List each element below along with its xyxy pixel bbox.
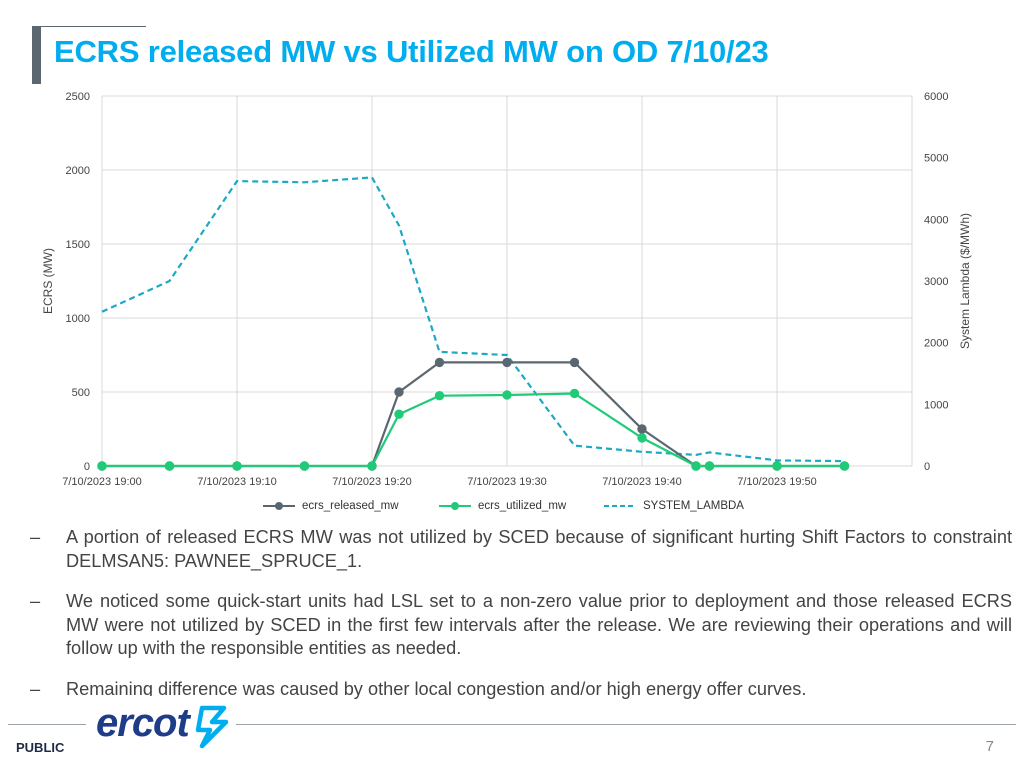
data-point-ecrs_utilized_mw: [772, 461, 782, 471]
title-accent-line: [32, 26, 146, 27]
y-tick-label: 1500: [66, 239, 90, 251]
bullet-list: – A portion of released ECRS MW was not u…: [30, 526, 1012, 718]
data-point-ecrs_utilized_mw: [502, 390, 512, 400]
y2-tick-label: 1000: [924, 399, 948, 411]
data-point-ecrs_released_mw: [502, 357, 512, 368]
y-tick-label: 2500: [66, 91, 90, 103]
legend-swatch: [439, 502, 471, 510]
bullet-item: – A portion of released ECRS MW was not u…: [30, 526, 1012, 573]
series-line-SYSTEM_LAMBDA: [101, 176, 845, 463]
x-tick-label: 7/10/2023 19:50: [737, 476, 817, 488]
data-point-ecrs_utilized_mw: [394, 409, 404, 419]
y-tick-label: 0: [84, 461, 90, 473]
legend-item-ecrs_released_mw: ecrs_released_mw: [262, 500, 399, 512]
data-point-ecrs_utilized_mw: [299, 461, 310, 471]
bullet-item: – Remaining difference was caused by othe…: [30, 678, 1012, 702]
classification-label: PUBLIC: [16, 740, 65, 755]
y-tick-label: 1000: [66, 313, 90, 325]
slide-title: ECRS released MW vs Utilized MW on OD 7/…: [54, 34, 769, 69]
y2-tick-label: 4000: [924, 214, 948, 226]
legend-swatch: [604, 505, 636, 507]
series-line-ecrs_released_mw: [102, 361, 845, 468]
ecrs-line-chart: 0 500 1000 1500 2000 2500 7/10/2023 19:00 7/10/…: [41, 91, 972, 488]
y-tick-label: 500: [72, 387, 90, 399]
bullet-text: Remaining difference was caused by other…: [66, 678, 807, 699]
data-point-ecrs_utilized_mw: [367, 461, 377, 471]
bullet-item: – We noticed some quick-start units had L…: [30, 590, 1012, 661]
data-point-ecrs_utilized_mw: [704, 461, 715, 471]
y2-tick-label: 6000: [924, 91, 948, 103]
data-point-ecrs_released_mw: [394, 387, 404, 397]
data-point-ecrs_utilized_mw: [691, 461, 701, 471]
x-tick-label: 7/10/2023 19:40: [602, 476, 682, 488]
y2-tick-label: 2000: [924, 338, 948, 350]
series-line-ecrs_utilized_mw: [102, 392, 845, 468]
data-point-ecrs_utilized_mw: [97, 461, 107, 471]
y2-tick-label: 3000: [924, 276, 948, 288]
data-point-ecrs_utilized_mw: [637, 433, 647, 443]
title-accent-bar: [32, 26, 41, 84]
y-tick-label: 2000: [66, 165, 90, 177]
legend-label: ecrs_utilized_mw: [478, 500, 567, 512]
bullet-dash: –: [30, 527, 41, 547]
y2-tick-label: 0: [924, 461, 930, 473]
y2-tick-label: 5000: [924, 153, 948, 165]
legend-label: ecrs_released_mw: [302, 500, 399, 512]
y-axis-label: ECRS (MW): [41, 248, 55, 314]
x-tick-label: 7/10/2023 19:10: [197, 476, 277, 488]
legend-item-ecrs_utilized_mw: ecrs_utilized_mw: [438, 500, 566, 512]
ercot-logo: ercot: [86, 696, 236, 754]
y2-axis-label: System Lambda ($/MWh): [958, 213, 972, 349]
data-point-ecrs_utilized_mw: [839, 461, 850, 471]
bullet-dash: –: [30, 678, 41, 699]
svg-text:ercot: ercot: [96, 701, 191, 745]
data-point-ecrs_utilized_mw: [569, 388, 580, 399]
data-point-ecrs_utilized_mw: [164, 461, 175, 471]
chart-legend: ecrs_released_mw ecrs_utilized_mw SYSTEM_L…: [0, 500, 1024, 518]
data-point-ecrs_utilized_mw: [434, 391, 445, 401]
x-tick-label: 7/10/2023 19:20: [332, 476, 412, 488]
legend-label: SYSTEM_LAMBDA: [643, 500, 744, 512]
legend-swatch: [263, 502, 295, 510]
bullet-dash: –: [30, 591, 41, 611]
bullet-text: We noticed some quick-start units had LS…: [66, 591, 1012, 658]
bullet-text: A portion of released ECRS MW was not ut…: [66, 527, 1012, 571]
x-tick-label: 7/10/2023 19:00: [62, 476, 142, 488]
data-point-ecrs_utilized_mw: [232, 461, 242, 471]
data-point-ecrs_released_mw: [434, 357, 445, 368]
x-tick-label: 7/10/2023 19:30: [467, 476, 547, 488]
data-point-ecrs_released_mw: [569, 357, 580, 368]
footer-divider: [8, 724, 1016, 725]
legend-item-SYSTEM_LAMBDA: SYSTEM_LAMBDA: [603, 500, 744, 512]
page-number: 7: [985, 738, 994, 755]
data-point-ecrs_released_mw: [637, 424, 647, 434]
